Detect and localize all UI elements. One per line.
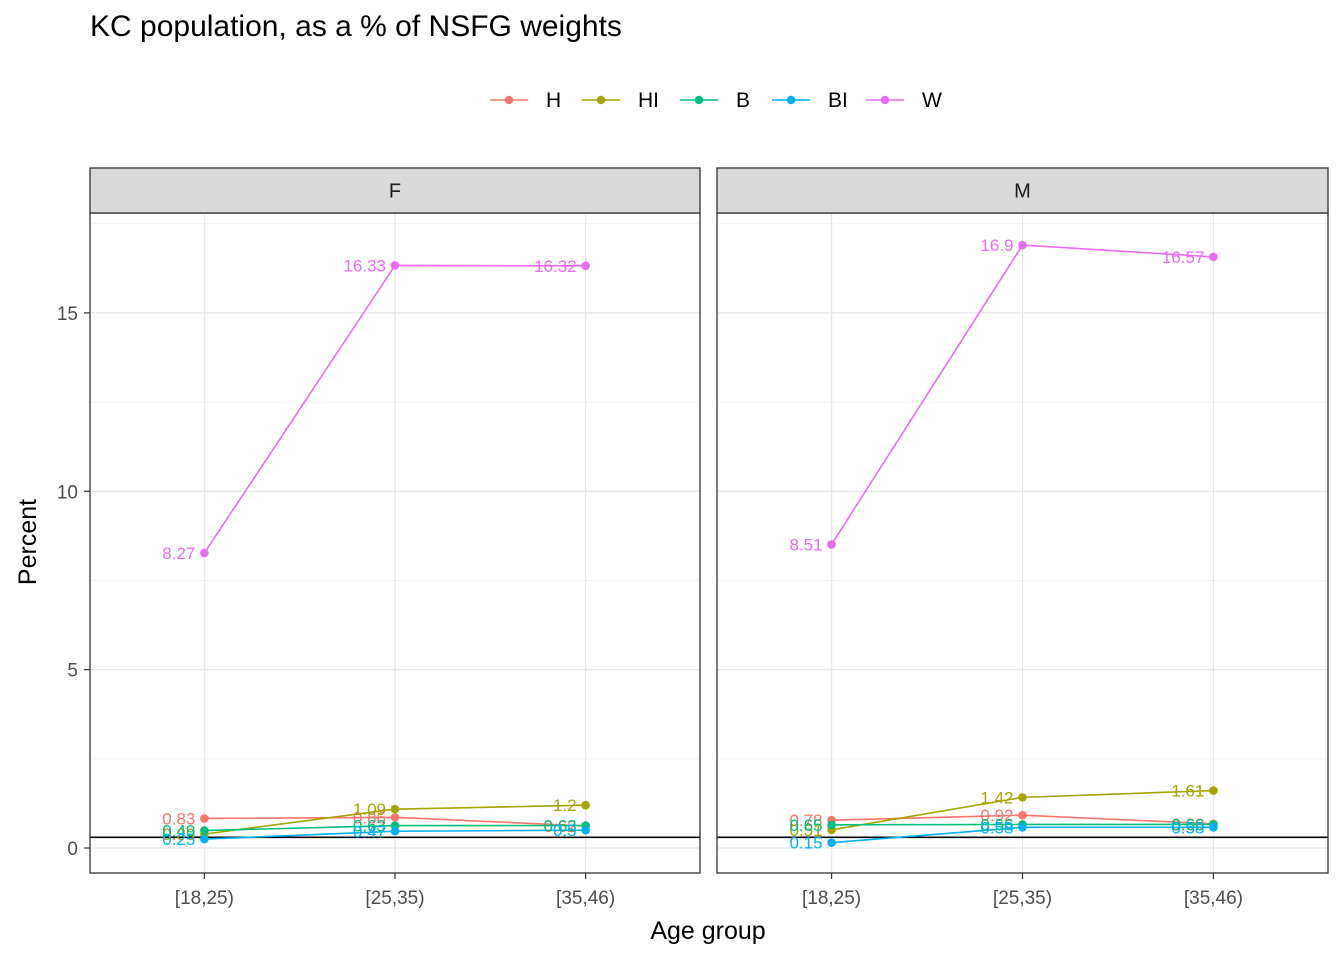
data-label-B: 0.66 bbox=[980, 815, 1013, 834]
legend-label-H: H bbox=[546, 89, 561, 112]
data-point-H bbox=[200, 814, 209, 823]
data-point-BI bbox=[827, 838, 836, 847]
data-label-W: 8.27 bbox=[162, 544, 195, 563]
data-label-W: 8.51 bbox=[789, 535, 822, 554]
data-label-BI: 0.58 bbox=[1171, 818, 1204, 837]
data-label-HI: 0.39 bbox=[162, 825, 195, 844]
data-point-B bbox=[827, 820, 836, 830]
facet-strip-label: M bbox=[1014, 181, 1031, 203]
data-point-W bbox=[1018, 240, 1027, 250]
legend-label-BI: BI bbox=[828, 89, 848, 112]
legend-label-B: B bbox=[736, 89, 750, 112]
data-label-H: 0.68 bbox=[1171, 815, 1204, 834]
data-point-W bbox=[390, 261, 400, 270]
data-point-W bbox=[200, 548, 209, 558]
legend-label-W: W bbox=[922, 89, 942, 112]
data-label-HI: 1.2 bbox=[553, 796, 577, 815]
legend: H HI B BI W bbox=[490, 89, 942, 112]
y-axis: 0 5 10 15 bbox=[57, 304, 90, 860]
data-point-BI bbox=[200, 834, 209, 844]
data-label-W: 16.33 bbox=[343, 256, 386, 275]
data-label-B: 0.63 bbox=[353, 817, 386, 836]
data-point-HI bbox=[581, 800, 590, 810]
data-point-BI bbox=[1018, 823, 1027, 832]
data-label-HI: 1.61 bbox=[1171, 782, 1204, 801]
data-label-W: 16.32 bbox=[534, 257, 577, 276]
data-label-B: 0.63 bbox=[544, 817, 577, 836]
data-label-BI: 0.47 bbox=[353, 822, 386, 841]
data-label-BI: 0.25 bbox=[162, 830, 195, 849]
facet-strip bbox=[716, 167, 1329, 214]
x-tick-label: [25,35) bbox=[365, 888, 424, 909]
data-label-W: 16.9 bbox=[980, 236, 1013, 255]
x-tick-label: [25,35) bbox=[993, 888, 1052, 909]
data-point-B bbox=[200, 826, 209, 835]
x-tick-label: [18,25) bbox=[175, 888, 234, 909]
y-tick-label: 5 bbox=[67, 661, 78, 682]
data-point-H bbox=[390, 813, 400, 822]
y-tick-label: 15 bbox=[57, 304, 78, 325]
panel-M: 0.78 0.92 0.68 0.51 1.42 1.61 0.65 0.66 0.66 0.15… bbox=[716, 167, 1329, 909]
legend-label-HI: HI bbox=[638, 89, 659, 112]
legend-key-point-H bbox=[504, 95, 514, 105]
data-label-HI: 1.09 bbox=[353, 800, 386, 819]
data-label-H: 0.83 bbox=[162, 809, 195, 828]
data-label-HI: 0.51 bbox=[789, 821, 822, 840]
y-axis-title: Percent bbox=[14, 499, 42, 585]
data-point-W bbox=[827, 540, 836, 549]
facet-strip bbox=[89, 167, 701, 214]
data-point-HI bbox=[1018, 793, 1027, 802]
data-point-BI bbox=[390, 826, 400, 836]
data-label-B: 0.65 bbox=[789, 816, 822, 835]
data-point-BI bbox=[581, 825, 590, 835]
data-label-H: 0.78 bbox=[789, 811, 822, 830]
data-label-B: 0.66 bbox=[1171, 815, 1204, 834]
y-tick-label: 10 bbox=[57, 482, 78, 503]
legend-key-point-W bbox=[880, 95, 890, 105]
data-label-W: 16.57 bbox=[1162, 248, 1205, 267]
panel-F: 0.83 0.86 0.62 0.39 1.09 1.2 0.49 0.63 0.63 0.25 0… bbox=[89, 167, 701, 909]
data-point-BI bbox=[1209, 823, 1218, 832]
data-label-HI: 1.42 bbox=[980, 788, 1013, 807]
facet-strip-label: F bbox=[389, 181, 401, 203]
chart-title: KC population, as a % of NSFG weights bbox=[90, 10, 622, 43]
data-point-W bbox=[1209, 252, 1218, 262]
x-tick-label: [18,25) bbox=[802, 888, 861, 909]
x-axis-title: Age group bbox=[650, 917, 765, 945]
x-tick-label: [35,46) bbox=[1184, 888, 1243, 909]
legend-key-point-B bbox=[694, 95, 704, 105]
data-label-H: 0.92 bbox=[980, 806, 1013, 825]
data-label-H: 0.86 bbox=[353, 808, 386, 827]
y-tick-label: 0 bbox=[67, 839, 78, 860]
facet-panels: 0.83 0.86 0.62 0.39 1.09 1.2 0.49 0.63 0.63 0.25 0… bbox=[89, 167, 1329, 909]
legend-key-point-BI bbox=[786, 95, 796, 105]
data-point-H bbox=[1018, 810, 1027, 820]
data-label-BI: 0.5 bbox=[553, 821, 577, 840]
legend-key-point-HI bbox=[596, 95, 606, 105]
data-label-H: 0.62 bbox=[544, 817, 577, 836]
data-point-HI bbox=[390, 804, 400, 814]
data-label-B: 0.49 bbox=[162, 822, 195, 841]
data-label-BI: 0.15 bbox=[789, 834, 822, 853]
data-point-HI bbox=[1209, 786, 1218, 795]
data-point-W bbox=[581, 261, 590, 271]
data-label-BI: 0.58 bbox=[980, 818, 1013, 837]
x-tick-label: [35,46) bbox=[556, 888, 615, 909]
